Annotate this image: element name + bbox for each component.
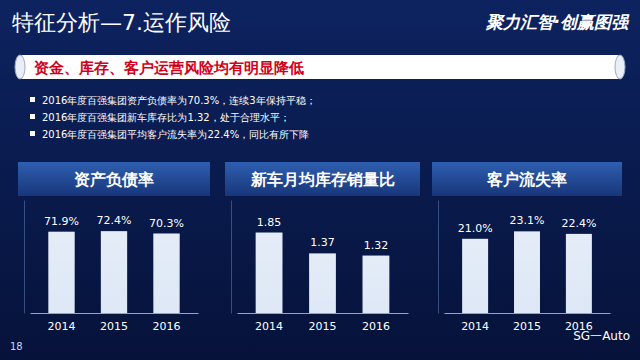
- chart-panel: 客户流失率21.0%23.1%22.4%201420152016: [432, 162, 622, 333]
- data-label: 1.32: [364, 239, 389, 252]
- y-axis-line: [24, 201, 25, 314]
- bullet-dot: [30, 131, 35, 136]
- tick-label: 2016: [362, 320, 390, 333]
- tick: 2016: [153, 313, 181, 333]
- chart-panel: 新车月均库存销量比 1.85 1.37 1.32 2014 2015 2016: [225, 162, 420, 333]
- page-number: 18: [10, 341, 23, 352]
- data-label: 21.0%: [458, 222, 493, 235]
- data-label: 1.85: [257, 216, 282, 229]
- bar: [309, 253, 336, 313]
- x-axis-line: [238, 313, 409, 314]
- tick: 2016: [362, 313, 390, 333]
- data-label: 72.4%: [97, 214, 132, 227]
- tick-label: 2016: [153, 320, 181, 333]
- bar-shade: [309, 253, 336, 313]
- bullet-dot: [30, 114, 35, 119]
- data-label: 71.9%: [44, 215, 79, 228]
- y-axis-line: [438, 201, 439, 314]
- banner-box: [20, 55, 620, 79]
- bar: [153, 234, 179, 313]
- background: [0, 0, 640, 360]
- banner-scroll: [15, 55, 25, 79]
- tick: 2015: [309, 313, 337, 333]
- tick-label: 2015: [100, 320, 128, 333]
- panel-header: [432, 162, 622, 196]
- data-label: 22.4%: [561, 217, 596, 230]
- bullet: 2016年度百强集团平均客户流失率为22.4%，同比有所下降: [42, 129, 309, 140]
- x-axis: 2014 2015 2016: [31, 313, 199, 333]
- bar: [566, 234, 592, 313]
- footer: SG一Auto: [573, 329, 630, 343]
- bars: [48, 231, 179, 313]
- x-axis-line: [445, 313, 611, 314]
- chart-panel: 资产负债率 71.9% 72.4% 70.3% 2014 2015 2016: [18, 162, 210, 333]
- tick-label: 2014: [255, 320, 283, 333]
- logo: 聚力汇智·创赢图强: [485, 12, 630, 32]
- tick: 2014: [255, 313, 283, 333]
- y-axis: [24, 201, 25, 314]
- bullet: 2016年度百强集团新车库存比为1.32，处于合理水平；: [42, 112, 290, 123]
- bar-shade: [101, 231, 127, 313]
- data-label: 70.3%: [149, 217, 184, 230]
- tick-label: 2015: [309, 320, 337, 333]
- data-label: 1.37: [310, 236, 335, 249]
- panel-header: [18, 162, 210, 196]
- chart-title: 客户流失率: [486, 170, 567, 189]
- bar-shade: [462, 239, 488, 313]
- data-label: 23.1%: [510, 214, 545, 227]
- tick: 2014: [48, 313, 76, 333]
- bar: [462, 239, 488, 313]
- tick: 2015: [513, 313, 541, 333]
- chart-title: 资产负债率: [74, 170, 154, 189]
- bar-shade: [514, 231, 540, 313]
- bar-shade: [256, 233, 283, 313]
- slide: 特征分析—7.运作风险 聚力汇智·创赢图强资金、库存、客户运营风险均有明显降低 20…: [0, 0, 640, 360]
- bar: [101, 231, 127, 313]
- bar: [48, 232, 74, 313]
- tick-label: 2015: [513, 320, 541, 333]
- panel-header: [225, 162, 420, 196]
- slide-title: 特征分析—7.运作风险: [12, 10, 231, 35]
- bar-shade: [566, 234, 592, 313]
- bars: [462, 231, 592, 313]
- y-axis-line: [231, 201, 232, 314]
- x-axis-line: [31, 313, 199, 314]
- bullet: 2016年度百强集团资产负债率为70.3%，连续3年保持平稳；: [42, 95, 316, 106]
- tick: 2015: [100, 313, 128, 333]
- tick-label: 2014: [461, 320, 489, 333]
- x-axis: 2014 2015 2016: [238, 313, 409, 333]
- y-axis: [438, 201, 439, 314]
- bar-shade: [363, 256, 390, 313]
- bars: [256, 233, 390, 313]
- banner-text: 资金、库存、客户运营风险均有明显降低: [34, 59, 304, 77]
- bar-shade: [48, 232, 74, 313]
- bar: [514, 231, 540, 313]
- bar: [363, 256, 390, 313]
- bullet-dot: [30, 97, 35, 102]
- banner-scroll: [615, 55, 625, 79]
- tick: 2014: [461, 313, 489, 333]
- bar-shade: [153, 234, 179, 313]
- bar: [256, 233, 283, 313]
- chart-title: 新车月均库存销量比: [250, 170, 395, 189]
- y-axis: [231, 201, 232, 314]
- tick-label: 2014: [48, 320, 76, 333]
